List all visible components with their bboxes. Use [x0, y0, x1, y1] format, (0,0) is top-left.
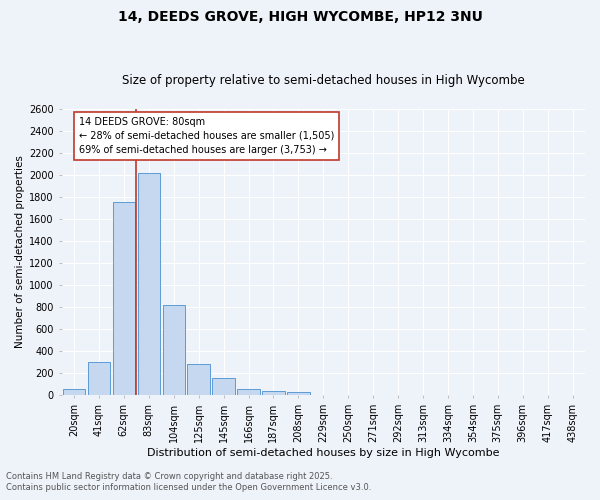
Title: Size of property relative to semi-detached houses in High Wycombe: Size of property relative to semi-detach…	[122, 74, 524, 87]
Bar	[88, 362, 110, 395]
Bar	[137, 173, 160, 395]
Bar	[262, 391, 284, 395]
Y-axis label: Number of semi-detached properties: Number of semi-detached properties	[15, 156, 25, 348]
Bar	[237, 390, 260, 395]
Bar	[63, 390, 85, 395]
Bar	[212, 378, 235, 395]
Bar	[163, 305, 185, 395]
X-axis label: Distribution of semi-detached houses by size in High Wycombe: Distribution of semi-detached houses by …	[147, 448, 500, 458]
Bar	[287, 392, 310, 395]
Text: 14, DEEDS GROVE, HIGH WYCOMBE, HP12 3NU: 14, DEEDS GROVE, HIGH WYCOMBE, HP12 3NU	[118, 10, 482, 24]
Text: Contains HM Land Registry data © Crown copyright and database right 2025.
Contai: Contains HM Land Registry data © Crown c…	[6, 472, 371, 492]
Text: 14 DEEDS GROVE: 80sqm
← 28% of semi-detached houses are smaller (1,505)
69% of s: 14 DEEDS GROVE: 80sqm ← 28% of semi-deta…	[79, 116, 334, 154]
Bar	[187, 364, 210, 395]
Bar	[113, 202, 135, 395]
